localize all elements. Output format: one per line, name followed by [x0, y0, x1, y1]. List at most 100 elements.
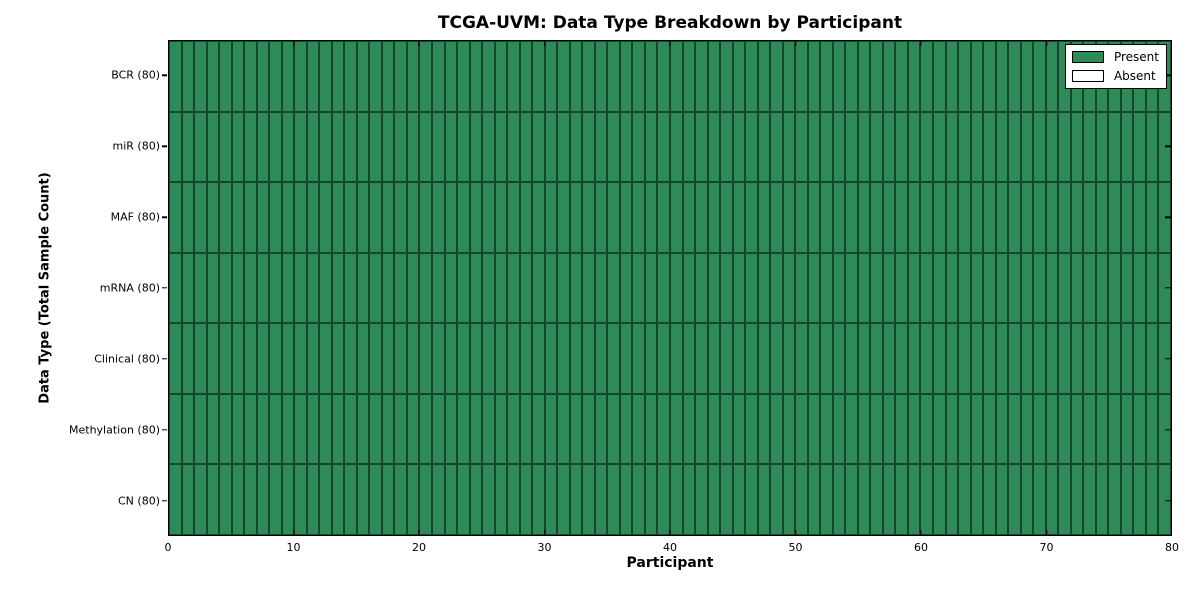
heatmap-cell	[832, 323, 846, 394]
heatmap-cell	[907, 111, 921, 183]
x-tick-mark-bottom	[543, 530, 546, 535]
heatmap-cell	[770, 111, 783, 183]
heatmap-cell	[507, 252, 520, 324]
heatmap-cell	[394, 182, 407, 253]
y-tick-label: Methylation (80)	[69, 423, 160, 437]
heatmap-cell	[582, 182, 595, 253]
heatmap-cell	[482, 182, 495, 253]
heatmap-cell	[419, 41, 433, 112]
heatmap-cell	[1095, 464, 1109, 535]
heatmap-cell	[1108, 182, 1121, 253]
heatmap-cell	[657, 464, 670, 535]
heatmap-cell	[356, 464, 370, 535]
heatmap-cell	[807, 41, 821, 112]
heatmap-cell	[206, 111, 220, 183]
heatmap-cell	[958, 323, 971, 394]
heatmap-cell	[933, 111, 946, 183]
heatmap-cell	[657, 252, 670, 324]
heatmap-cell	[294, 323, 307, 394]
heatmap-cell	[795, 41, 808, 112]
heatmap-cell	[582, 41, 595, 112]
heatmap-cell	[907, 252, 921, 324]
heatmap-cell	[619, 252, 633, 324]
y-tick-mark	[162, 287, 167, 289]
heatmap-cell	[845, 323, 858, 394]
heatmap-cell	[782, 41, 796, 112]
heatmap-cell	[219, 393, 232, 465]
heatmap-cell	[995, 41, 1009, 112]
heatmap-cell	[194, 252, 207, 324]
heatmap-cell	[945, 252, 959, 324]
heatmap-cell	[469, 323, 483, 394]
heatmap-cell	[169, 323, 182, 394]
heatmap-cell	[219, 323, 232, 394]
heatmap-cell	[807, 111, 821, 183]
heatmap-cell	[757, 252, 771, 324]
heatmap-cell	[895, 41, 908, 112]
heatmap-cell	[795, 111, 808, 183]
absent-swatch	[1071, 70, 1104, 82]
heatmap-cell	[707, 41, 721, 112]
heatmap-cell	[519, 323, 533, 394]
heatmap-cell	[619, 41, 633, 112]
y-tick-label: BCR (80)	[111, 68, 160, 82]
heatmap-cell	[256, 393, 270, 465]
heatmap-cell	[319, 182, 332, 253]
heatmap-cell	[857, 41, 871, 112]
heatmap-cell	[594, 182, 608, 253]
heatmap-cell	[745, 393, 758, 465]
heatmap-cell	[557, 111, 570, 183]
heatmap-cell	[169, 111, 182, 183]
heatmap-cell	[732, 393, 746, 465]
heatmap-cell	[619, 464, 633, 535]
heatmap-cell	[519, 393, 533, 465]
heatmap-cell	[181, 182, 195, 253]
heatmap-cell	[745, 323, 758, 394]
heatmap-cell	[594, 323, 608, 394]
heatmap-cell	[469, 393, 483, 465]
heatmap-cell	[619, 393, 633, 465]
heatmap-cell	[244, 323, 257, 394]
heatmap-cell	[181, 252, 195, 324]
heatmap-cell	[1020, 182, 1034, 253]
heatmap-cell	[958, 252, 971, 324]
heatmap-cell	[432, 323, 445, 394]
heatmap-cell	[594, 393, 608, 465]
heatmap-cell	[1133, 323, 1146, 394]
heatmap-cell	[1145, 323, 1159, 394]
heatmap-cell	[169, 41, 182, 112]
y-tick-mark-right	[1165, 358, 1171, 360]
heatmap-cell	[707, 323, 721, 394]
heatmap-cell	[557, 323, 570, 394]
heatmap-cell	[1020, 323, 1034, 394]
heatmap-cell	[532, 323, 545, 394]
heatmap-cell	[845, 464, 858, 535]
heatmap-cell	[557, 393, 570, 465]
heatmap-cell	[532, 464, 545, 535]
heatmap-cell	[682, 252, 696, 324]
x-axis-label: Participant	[626, 555, 714, 571]
heatmap-cell	[482, 41, 495, 112]
heatmap-cell	[432, 393, 445, 465]
heatmap-cell	[782, 182, 796, 253]
heatmap-cell	[256, 323, 270, 394]
heatmap-cell	[281, 464, 295, 535]
heatmap-cell	[732, 464, 746, 535]
heatmap-cell	[882, 393, 896, 465]
heatmap-cell	[682, 323, 696, 394]
heatmap-cell	[958, 464, 971, 535]
heatmap-cell	[419, 182, 433, 253]
heatmap-cell	[695, 252, 708, 324]
heatmap-cell	[206, 393, 220, 465]
heatmap-cell	[406, 111, 420, 183]
heatmap-cell	[983, 41, 996, 112]
heatmap-cell	[494, 111, 508, 183]
heatmap-cell	[983, 182, 996, 253]
heatmap-cell	[1008, 464, 1021, 535]
heatmap-cell	[644, 393, 658, 465]
heatmap-cell	[444, 111, 458, 183]
heatmap-cell	[882, 41, 896, 112]
heatmap-cell	[457, 252, 470, 324]
heatmap-cell	[444, 393, 458, 465]
heatmap-cell	[206, 464, 220, 535]
